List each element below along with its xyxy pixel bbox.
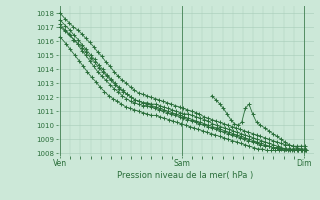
X-axis label: Pression niveau de la mer( hPa ): Pression niveau de la mer( hPa ) xyxy=(117,171,254,180)
